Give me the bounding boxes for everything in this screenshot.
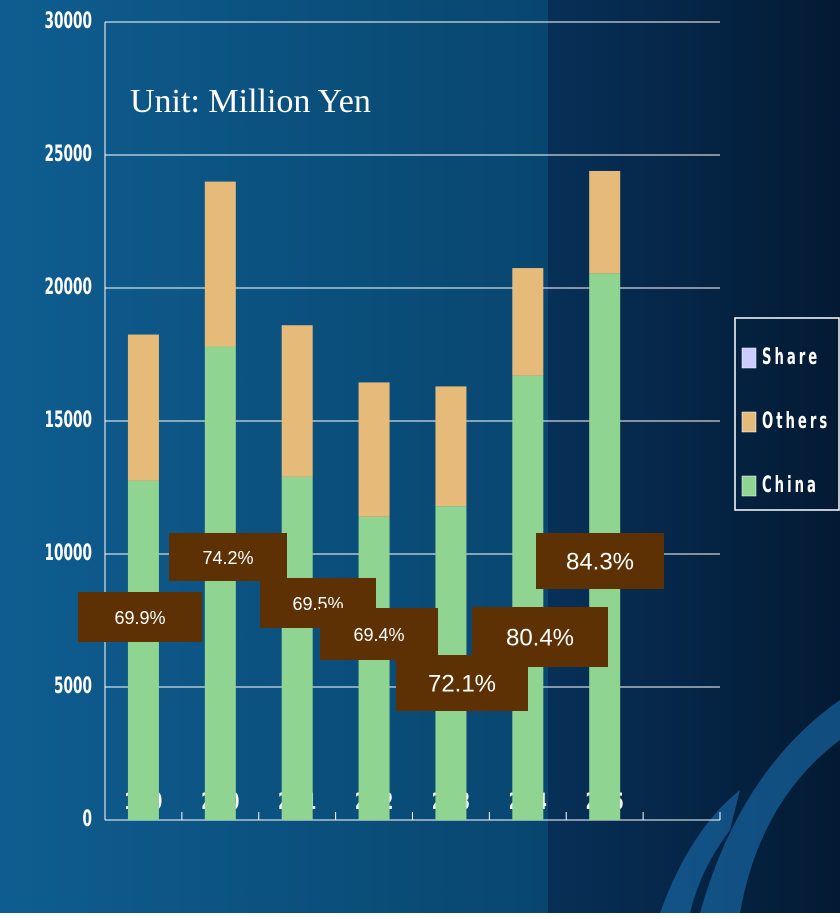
chart: Unit: Million Yen 0 5000 10000 15000 20000 25… — [0, 0, 840, 913]
y-tick-label: 15000 — [45, 408, 92, 433]
y-tick-label: 25000 — [45, 142, 92, 167]
bar — [128, 481, 159, 820]
bar — [282, 325, 313, 477]
y-tick-label: 10000 — [45, 541, 92, 566]
bar — [205, 182, 236, 347]
share-label: 74.2% — [202, 548, 253, 568]
legend-label: Others — [762, 409, 830, 434]
legend-label: Share — [762, 345, 820, 370]
share-label: 72.1% — [428, 670, 496, 697]
y-tick-label: 0 — [83, 807, 92, 832]
share-label: 84.3% — [566, 548, 634, 575]
page: {"chart_data": {"type": "bar", "stacked"… — [0, 0, 840, 913]
bar — [205, 347, 236, 820]
bar — [435, 386, 466, 506]
y-tick-label: 30000 — [45, 9, 92, 34]
legend-swatch — [742, 348, 756, 368]
y-tick-label: 20000 — [45, 275, 92, 300]
bar — [512, 268, 543, 376]
share-label: 80.4% — [506, 624, 574, 651]
chart-title: Unit: Million Yen — [130, 83, 371, 120]
bar — [359, 517, 390, 820]
bar — [128, 335, 159, 481]
share-label: 69.4% — [353, 625, 404, 645]
legend-swatch — [742, 412, 756, 432]
bar — [359, 382, 390, 516]
y-tick-label: 5000 — [54, 674, 92, 699]
legend-swatch — [742, 476, 756, 496]
bar — [282, 477, 313, 820]
share-label: 69.9% — [114, 608, 165, 628]
legend-label: China — [762, 473, 819, 498]
bar — [512, 376, 543, 820]
bar — [589, 171, 620, 273]
